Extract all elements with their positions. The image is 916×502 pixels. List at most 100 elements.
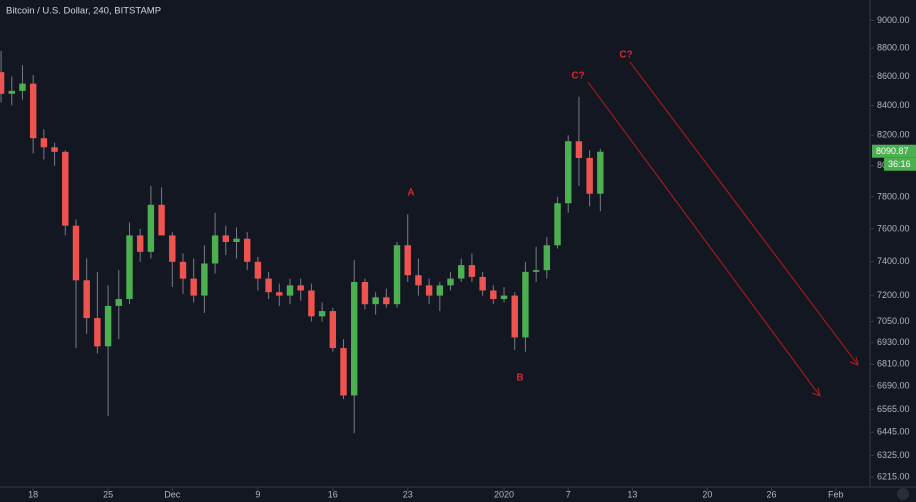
y-tick-label: 8800.00 <box>877 42 910 52</box>
y-tick-label: 6215.00 <box>877 471 910 481</box>
x-tick-label: 20 <box>702 489 712 499</box>
x-tick-label: 13 <box>627 489 637 499</box>
candle-body <box>115 299 122 306</box>
candle-body <box>565 141 572 204</box>
candle-body <box>436 285 444 296</box>
x-tick-label: 2020 <box>494 489 514 499</box>
y-tick-label: 7400.00 <box>877 256 910 266</box>
x-tick-label: 9 <box>255 489 260 499</box>
candle-body <box>190 278 197 296</box>
y-tick-label: 7200.00 <box>877 290 910 300</box>
candle-body <box>276 292 283 296</box>
candle-body <box>297 285 304 291</box>
x-tick-label: 7 <box>566 489 571 499</box>
candle-body <box>425 285 433 296</box>
projection-line <box>587 81 821 397</box>
candle-body <box>329 311 337 349</box>
candle-body <box>393 245 401 305</box>
y-tick-label: 7800.00 <box>877 191 910 201</box>
candle-body <box>522 271 529 338</box>
x-tick-label: 25 <box>103 489 113 499</box>
candle-body <box>72 225 80 281</box>
y-tick-label: 6810.00 <box>877 359 910 369</box>
projection-line <box>629 61 859 366</box>
candle-body <box>254 261 262 279</box>
candle-body <box>233 238 240 242</box>
candle-body <box>40 138 48 148</box>
candle-body <box>136 235 144 252</box>
candle-body <box>104 305 112 347</box>
candle-body <box>404 245 411 276</box>
candle-body <box>94 318 101 347</box>
candle-body <box>0 72 5 94</box>
candle-body <box>243 238 251 262</box>
candle-body <box>8 90 15 94</box>
candle-body <box>479 276 486 291</box>
candle-body <box>126 235 133 300</box>
candle-body <box>543 245 551 271</box>
candle-body <box>201 263 208 296</box>
candle-body <box>83 280 90 319</box>
candle-body <box>586 157 593 194</box>
wave-label: C? <box>619 50 632 61</box>
candle-body <box>350 281 358 396</box>
candle-body <box>458 265 465 279</box>
y-tick-label: 6325.00 <box>877 450 910 460</box>
x-tick-label: Dec <box>164 489 181 499</box>
candle-body <box>340 348 347 396</box>
candle-body <box>447 278 454 286</box>
x-tick-label: 16 <box>328 489 338 499</box>
x-tick-label: 18 <box>28 489 38 499</box>
candle-body <box>532 270 540 272</box>
candle-body <box>211 235 219 264</box>
candle-body <box>169 235 176 262</box>
candle-body <box>158 204 165 236</box>
wave-label: A <box>407 188 414 199</box>
candle-body <box>29 83 37 139</box>
candle-body <box>383 297 390 305</box>
candle-body <box>51 147 58 152</box>
candle-body <box>62 151 69 226</box>
wave-label: B <box>516 373 523 384</box>
y-tick-label: 6565.00 <box>877 404 910 414</box>
arrow-head <box>849 356 859 366</box>
candle-body <box>554 203 561 246</box>
candle-body <box>265 278 272 293</box>
candle-body <box>308 290 315 317</box>
chart-title: Bitcoin / U.S. Dollar, 240, BITSTAMP <box>6 6 161 17</box>
y-tick-label: 7050.00 <box>877 316 910 326</box>
candle-body <box>511 295 518 338</box>
candle-body <box>179 261 187 279</box>
wave-label: C? <box>571 71 584 82</box>
candle-body <box>575 141 583 158</box>
x-tick-label: 26 <box>767 489 777 499</box>
countdown: 36:16 <box>888 159 911 169</box>
candle-body <box>372 297 379 305</box>
candle-body <box>500 295 508 300</box>
y-tick-label: 6690.00 <box>877 381 910 391</box>
candle-body <box>597 151 604 194</box>
projection-lines <box>587 61 859 397</box>
y-tick-label: 7600.00 <box>877 223 910 233</box>
y-tick-label: 6930.00 <box>877 337 910 347</box>
y-tick-label: 8200.00 <box>877 130 910 140</box>
candle-body <box>490 290 497 300</box>
candle-body <box>19 83 26 91</box>
candle-body <box>415 275 422 286</box>
y-tick-label: 9000.00 <box>877 15 910 25</box>
candle-body <box>147 204 155 252</box>
candle-body <box>222 235 230 242</box>
candle-body <box>318 311 326 317</box>
x-tick-label: 23 <box>403 489 413 499</box>
price-label-box <box>872 144 916 158</box>
auto-scale-button[interactable] <box>897 488 909 500</box>
arrow-head <box>811 387 821 397</box>
candle-body <box>361 281 369 305</box>
price-label: 8090.87 <box>876 146 909 156</box>
y-tick-label: 6445.00 <box>877 427 910 437</box>
countdown-box <box>884 157 916 171</box>
x-tick-label: Feb <box>828 489 844 499</box>
y-tick-label: 8600.00 <box>877 71 910 81</box>
y-tick-label: 8400.00 <box>877 100 910 110</box>
